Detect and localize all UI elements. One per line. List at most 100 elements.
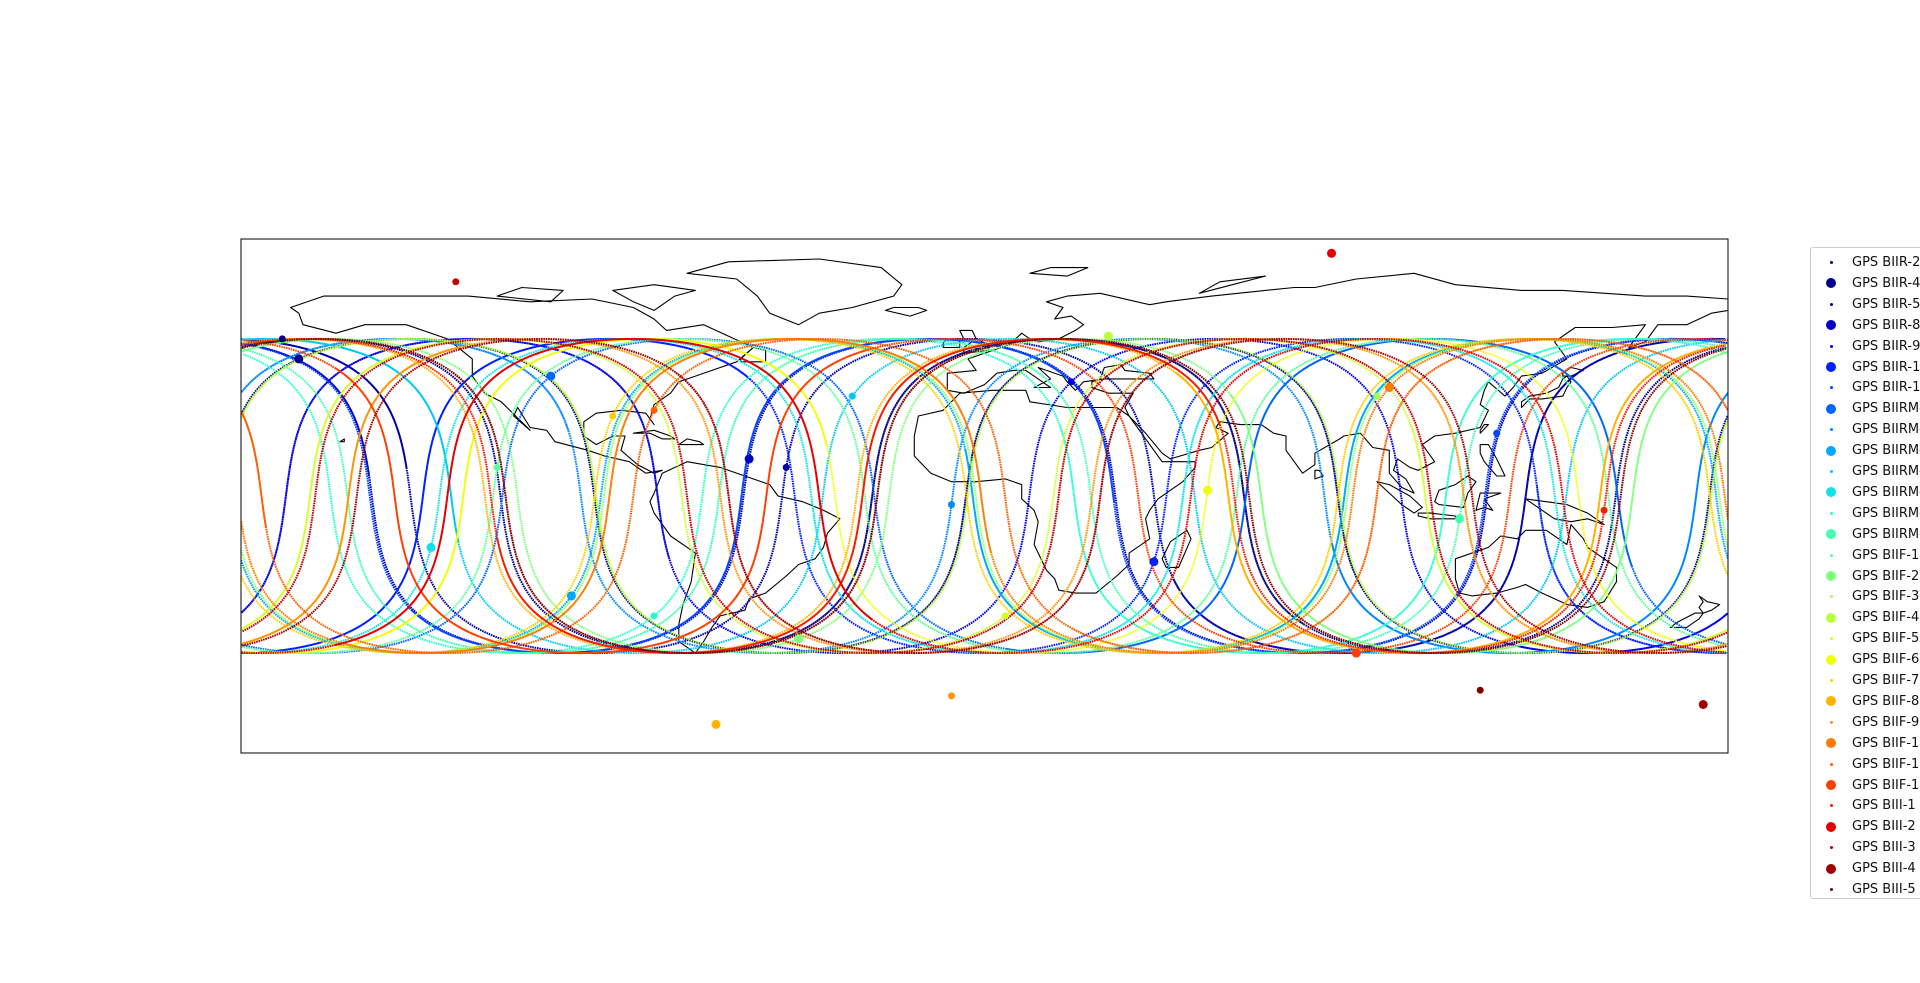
satellite-current-positions bbox=[278, 248, 1708, 729]
coastline-cuba bbox=[632, 429, 676, 440]
legend-item: GPS BIIF-3 bbox=[1811, 586, 1920, 607]
legend-item: GPS BIIR-9 bbox=[1811, 336, 1920, 357]
coastline-iceland bbox=[884, 306, 928, 317]
legend-marker-icon bbox=[1811, 607, 1851, 628]
legend-label: GPS BIIR-11 bbox=[1852, 380, 1920, 396]
legend-label: GPS BIIRM-4 bbox=[1852, 464, 1920, 479]
ground-track-27 bbox=[241, 337, 1726, 655]
legend-label: GPS BIIR-8 bbox=[1852, 317, 1920, 333]
satellite-marker-7 bbox=[546, 371, 556, 381]
ground-track-19 bbox=[241, 337, 1727, 655]
legend-marker-icon bbox=[1811, 315, 1851, 336]
coastline-svalbard bbox=[1029, 267, 1089, 277]
satellite-marker-30 bbox=[1476, 686, 1484, 694]
legend-label: GPS BIII-1 bbox=[1852, 798, 1916, 814]
coastline-hispaniola bbox=[678, 438, 705, 446]
legend-label: GPS BIIF-10 bbox=[1852, 735, 1920, 751]
coastline-baffin bbox=[612, 284, 696, 311]
satellite-marker-0 bbox=[278, 335, 286, 343]
legend-label: GPS BIIF-4 bbox=[1852, 610, 1920, 626]
legend-label: GPS BIIRM-1 bbox=[1852, 401, 1920, 417]
satellite-marker-11 bbox=[426, 542, 436, 552]
legend-item: GPS BIIRM-5 bbox=[1811, 482, 1920, 503]
legend-marker-icon bbox=[1811, 691, 1851, 712]
ground-track-2 bbox=[241, 337, 1727, 655]
legend-item: GPS BIIF-9 bbox=[1811, 712, 1920, 733]
satellite-marker-18 bbox=[1001, 612, 1009, 620]
coastline-taiwan bbox=[1479, 424, 1489, 434]
satellite-marker-19 bbox=[1203, 485, 1213, 495]
satellite-marker-4 bbox=[1067, 378, 1075, 386]
coastline-java bbox=[1417, 512, 1456, 520]
legend-label: GPS BIIR-9 bbox=[1852, 338, 1920, 354]
legend-marker-icon bbox=[1811, 503, 1851, 524]
coastline-philippines bbox=[1479, 444, 1506, 477]
legend-marker-icon bbox=[1811, 461, 1851, 482]
legend-marker-icon bbox=[1811, 837, 1851, 858]
legend-item: GPS BIII-5 bbox=[1811, 879, 1920, 898]
ground-track-6 bbox=[241, 337, 1727, 655]
legend-marker-icon bbox=[1811, 482, 1851, 503]
legend-label: GPS BIIF-6 bbox=[1852, 652, 1920, 668]
satellite-ground-tracks bbox=[241, 337, 1728, 655]
legend-marker-icon bbox=[1811, 586, 1851, 607]
satellite-marker-2 bbox=[782, 463, 790, 471]
legend-label: GPS BIIR-4 bbox=[1852, 275, 1920, 291]
legend-marker-icon bbox=[1811, 252, 1851, 273]
legend-label: GPS BIIF-5 bbox=[1852, 631, 1920, 647]
satellite-marker-6 bbox=[1493, 429, 1501, 437]
ground-track-30 bbox=[241, 337, 1727, 655]
legend-label: GPS BIIR-5 bbox=[1852, 296, 1920, 312]
satellite-marker-24 bbox=[650, 406, 658, 414]
legend-label: GPS BIIRM-6 bbox=[1852, 505, 1920, 521]
legend-item: GPS BIIF-8 bbox=[1811, 691, 1920, 712]
coastline-madagascar bbox=[1161, 529, 1192, 568]
legend-marker-icon bbox=[1811, 294, 1851, 315]
legend-item: GPS BIIR-10 bbox=[1811, 357, 1920, 378]
legend-marker-icon bbox=[1811, 816, 1851, 837]
legend-item: GPS BIIR-5 bbox=[1811, 294, 1920, 315]
legend-label: GPS BIII-2 bbox=[1852, 819, 1916, 835]
legend-label: GPS BIIF-8 bbox=[1852, 693, 1920, 709]
satellite-marker-8 bbox=[948, 501, 955, 509]
legend-marker-icon bbox=[1811, 398, 1851, 419]
coastline-victoria-island bbox=[496, 286, 564, 303]
legend: GPS BIIR-2 GPS BIIR-4 GPS BIIR-5 GPS BIIR-8… bbox=[1810, 247, 1920, 899]
legend-marker-icon bbox=[1811, 670, 1851, 691]
legend-label: GPS BIIF-3 bbox=[1852, 589, 1920, 605]
satellite-marker-3 bbox=[744, 454, 754, 464]
coastline-novaya-zemlya bbox=[1198, 275, 1266, 294]
legend-label: GPS BIIF-9 bbox=[1852, 714, 1920, 730]
legend-marker-icon bbox=[1811, 545, 1851, 566]
legend-item: GPS BIII-1 bbox=[1811, 795, 1920, 816]
legend-label: GPS BIIF-11 bbox=[1852, 756, 1920, 772]
legend-label: GPS BIIRM-2 bbox=[1852, 422, 1920, 438]
ground-track-17 bbox=[241, 337, 1728, 655]
satellite-marker-29 bbox=[1698, 700, 1708, 709]
legend-item: GPS BIIF-4 bbox=[1811, 607, 1920, 628]
legend-item: GPS BIIR-4 bbox=[1811, 273, 1920, 294]
legend-marker-icon bbox=[1811, 775, 1851, 796]
coastline-sri-lanka bbox=[1314, 469, 1324, 480]
coastline-new-zealand-south bbox=[1669, 612, 1704, 628]
legend-label: GPS BIIRM-5 bbox=[1852, 484, 1920, 500]
legend-marker-icon bbox=[1811, 440, 1851, 461]
legend-marker-icon bbox=[1811, 879, 1851, 898]
legend-label: GPS BIIF-12 bbox=[1852, 777, 1920, 793]
legend-label: GPS BIIRM-8 bbox=[1852, 526, 1920, 542]
legend-marker-icon bbox=[1811, 858, 1851, 879]
satellite-marker-23 bbox=[1384, 383, 1394, 392]
ground-track-1 bbox=[241, 337, 1728, 655]
satellite-marker-28 bbox=[452, 278, 460, 286]
legend-item: GPS BIIF-12 bbox=[1811, 775, 1920, 796]
legend-marker-icon bbox=[1811, 377, 1851, 398]
legend-label: GPS BIII-4 bbox=[1852, 861, 1916, 877]
legend-marker-icon bbox=[1811, 336, 1851, 357]
satellite-marker-12 bbox=[650, 612, 658, 620]
satellite-marker-22 bbox=[948, 692, 955, 700]
legend-item: GPS BIIRM-4 bbox=[1811, 461, 1920, 482]
legend-marker-icon bbox=[1811, 712, 1851, 733]
legend-marker-icon bbox=[1811, 754, 1851, 775]
satellite-marker-27 bbox=[1327, 248, 1336, 258]
legend-label: GPS BIII-5 bbox=[1852, 882, 1916, 897]
